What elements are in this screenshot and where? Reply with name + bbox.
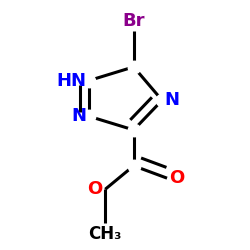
Text: N: N — [164, 91, 180, 109]
Text: Br: Br — [122, 12, 145, 30]
Text: O: O — [170, 169, 185, 187]
Text: O: O — [88, 180, 103, 198]
Text: HN: HN — [57, 72, 87, 90]
Text: CH₃: CH₃ — [88, 225, 122, 243]
Text: N: N — [72, 107, 87, 125]
